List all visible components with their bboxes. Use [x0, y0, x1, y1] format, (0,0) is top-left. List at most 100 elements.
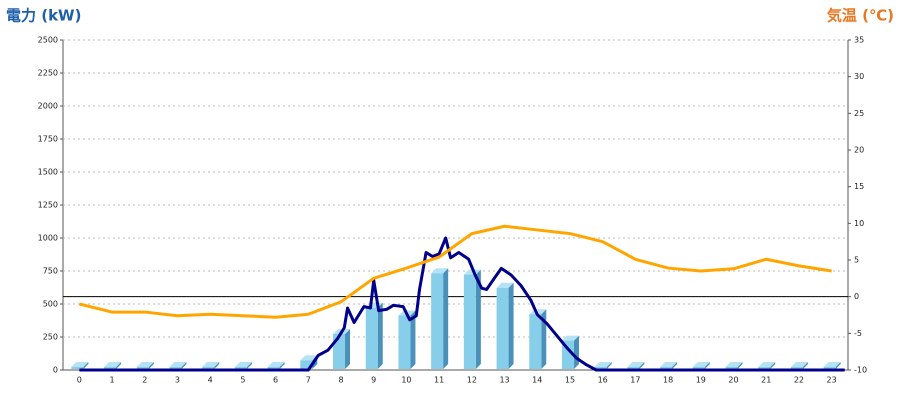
x-tick-label: 2: [142, 376, 147, 385]
y2-tick-label: 30: [854, 72, 864, 81]
bar-top: [104, 362, 122, 367]
bar: [463, 274, 476, 369]
bar: [202, 367, 215, 369]
x-tick-label: 14: [532, 376, 542, 385]
bar: [823, 367, 836, 369]
bar-side: [770, 362, 776, 369]
bar-side: [148, 362, 154, 369]
bar: [692, 367, 705, 369]
bar-side: [116, 362, 122, 369]
bar-side: [83, 362, 89, 369]
bar-side: [672, 362, 678, 369]
bar-top: [594, 362, 612, 367]
y2-tick-label: -10: [854, 366, 867, 375]
bar-side: [704, 362, 710, 369]
bar-side: [802, 362, 808, 369]
x-tick-label: 5: [240, 376, 245, 385]
x-tick-label: 1: [110, 376, 115, 385]
bar-side: [606, 362, 612, 369]
bar-side: [737, 362, 743, 369]
y-tick-label: 2250: [38, 69, 58, 78]
x-tick-label: 17: [630, 376, 640, 385]
bar: [725, 367, 738, 369]
x-tick-label: 13: [499, 376, 509, 385]
y-tick-label: 750: [43, 267, 58, 276]
bar-side: [573, 335, 579, 369]
bar: [431, 273, 444, 369]
bar-top: [823, 362, 841, 367]
y2-tick-label: 25: [854, 109, 864, 118]
x-tick-label: 9: [371, 376, 376, 385]
y-tick-label: 1750: [38, 135, 58, 144]
x-tick-label: 12: [467, 376, 477, 385]
y-tick-label: 1000: [38, 234, 58, 243]
x-tick-label: 3: [175, 376, 180, 385]
x-tick-label: 4: [208, 376, 213, 385]
x-tick-label: 10: [401, 376, 411, 385]
y-tick-label: 2500: [38, 36, 58, 45]
bar-top: [496, 282, 514, 288]
y2-tick-label: 20: [854, 146, 864, 155]
y2-tick-label: 15: [854, 182, 864, 191]
bar-top: [627, 362, 645, 367]
bar: [627, 367, 640, 369]
bar: [267, 367, 280, 369]
x-tick-label: 0: [77, 376, 82, 385]
y-axis-title: 電力 (kW): [6, 7, 81, 25]
bar-top: [71, 362, 89, 367]
bar-side: [475, 269, 481, 369]
x-tick-label: 7: [306, 376, 311, 385]
bar-top: [529, 309, 547, 315]
bar-top: [267, 362, 285, 367]
y-tick-label: 1500: [38, 168, 58, 177]
bar-side: [508, 282, 514, 369]
bar-top: [725, 362, 743, 367]
bar-top: [300, 355, 318, 361]
bar-top: [202, 362, 220, 367]
bar: [660, 367, 673, 369]
y-tick-label: 250: [43, 333, 58, 342]
bar-side: [345, 329, 351, 369]
bar: [758, 367, 771, 369]
bar: [169, 367, 182, 369]
bar: [300, 360, 313, 369]
x-tick-label: 23: [827, 376, 837, 385]
bar: [398, 315, 411, 369]
bar: [136, 367, 149, 369]
bar-top: [660, 362, 678, 367]
bar-side: [181, 362, 187, 369]
bar-top: [790, 362, 808, 367]
x-tick-label: 19: [696, 376, 706, 385]
y2-tick-label: 10: [854, 219, 864, 228]
bar-top: [136, 362, 154, 367]
x-tick-label: 20: [728, 376, 738, 385]
bar-side: [410, 310, 416, 369]
bar: [529, 314, 542, 369]
x-tick-label: 18: [663, 376, 673, 385]
bar: [496, 287, 509, 369]
y-tick-label: 0: [53, 366, 58, 375]
y2-tick-label: 5: [854, 256, 859, 265]
bar: [71, 367, 84, 369]
bar-top: [758, 362, 776, 367]
bar-side: [639, 362, 645, 369]
bar-side: [246, 362, 252, 369]
y-tick-label: 500: [43, 300, 58, 309]
x-tick-label: 21: [761, 376, 771, 385]
x-tick-label: 11: [434, 376, 444, 385]
bar: [790, 367, 803, 369]
bar-side: [541, 309, 547, 369]
bar: [234, 367, 247, 369]
y-tick-label: 2000: [38, 102, 58, 111]
x-tick-label: 16: [598, 376, 608, 385]
bar-side: [214, 362, 220, 369]
bar-top: [561, 335, 579, 341]
y2-axis-title: 気温 (℃): [827, 7, 894, 25]
bar-side: [279, 362, 285, 369]
bar-side: [835, 362, 841, 369]
line: [78, 224, 832, 319]
bar-side: [377, 302, 383, 369]
bar-top: [234, 362, 252, 367]
y2-tick-label: -5: [854, 329, 862, 338]
bar-top: [431, 268, 449, 274]
